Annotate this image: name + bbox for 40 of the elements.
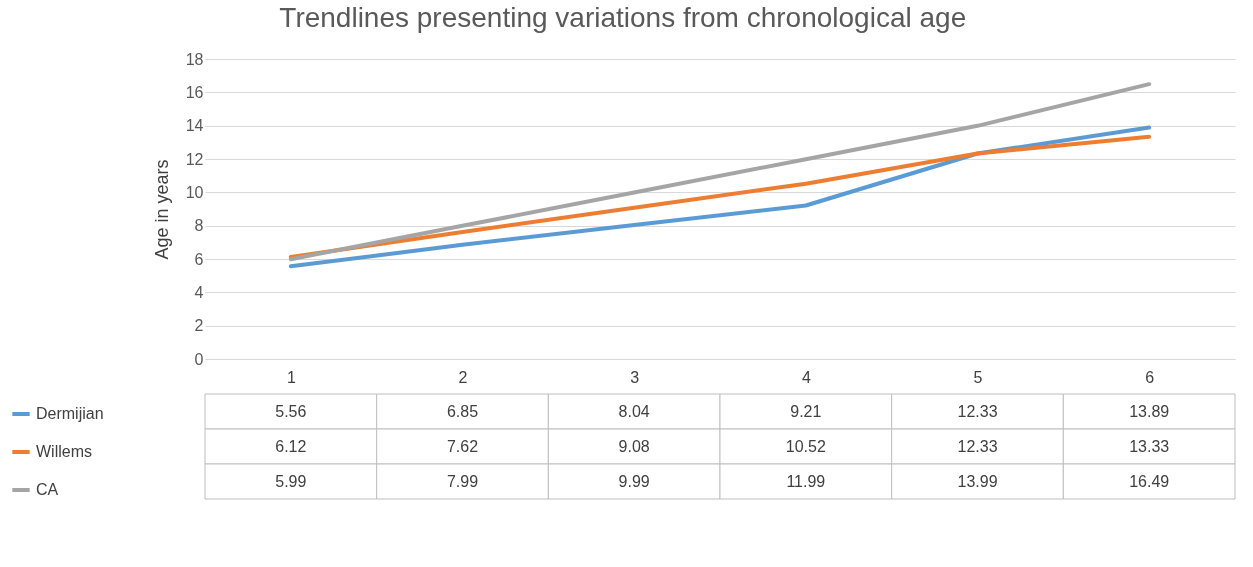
x-tick-label: 1 xyxy=(286,368,296,386)
legend-label: CA xyxy=(36,481,59,498)
y-tick-label: 14 xyxy=(185,117,204,135)
data-label: 5.99 xyxy=(275,472,307,490)
x-tick-label: 3 xyxy=(630,368,640,386)
data-label: 16.49 xyxy=(1129,472,1170,490)
data-label: 9.99 xyxy=(618,472,650,490)
data-label: 9.21 xyxy=(790,402,822,420)
y-axis-title: Age in years xyxy=(151,159,172,260)
data-label: 12.33 xyxy=(957,437,998,455)
data-label: 13.33 xyxy=(1129,437,1170,455)
data-label: 12.33 xyxy=(957,402,998,420)
x-tick-label: 2 xyxy=(458,368,468,386)
y-tick-label: 10 xyxy=(185,183,204,201)
data-label: 10.52 xyxy=(785,437,826,455)
data-label: 8.04 xyxy=(618,402,650,420)
data-label: 6.12 xyxy=(275,437,307,455)
y-tick-label: 4 xyxy=(194,283,204,301)
data-label: 5.56 xyxy=(275,402,307,420)
y-tick-label: 2 xyxy=(194,317,204,335)
data-label: 13.99 xyxy=(957,472,998,490)
chart-title: Trendlines presenting variations from chronological age xyxy=(279,2,967,33)
y-tick-label: 18 xyxy=(185,50,204,68)
y-tick-label: 8 xyxy=(194,217,204,235)
data-label: 7.62 xyxy=(446,437,479,455)
y-tick-label: 12 xyxy=(185,150,204,168)
y-tick-label: 16 xyxy=(185,83,204,101)
data-label: 9.08 xyxy=(618,437,650,455)
data-label: 13.89 xyxy=(1129,402,1170,420)
legend-label: Willems xyxy=(36,443,92,460)
line-series xyxy=(288,82,1152,262)
legend-label: Dermijian xyxy=(36,405,104,422)
x-tick-label: 5 xyxy=(973,368,983,386)
y-tick-label: 0 xyxy=(194,350,204,368)
data-label: 6.85 xyxy=(446,402,479,420)
data-label: 11.99 xyxy=(786,472,826,490)
x-tick-label: 6 xyxy=(1145,368,1155,386)
y-tick-label: 6 xyxy=(194,250,204,268)
data-label: 7.99 xyxy=(446,472,479,490)
x-tick-label: 4 xyxy=(801,368,811,386)
